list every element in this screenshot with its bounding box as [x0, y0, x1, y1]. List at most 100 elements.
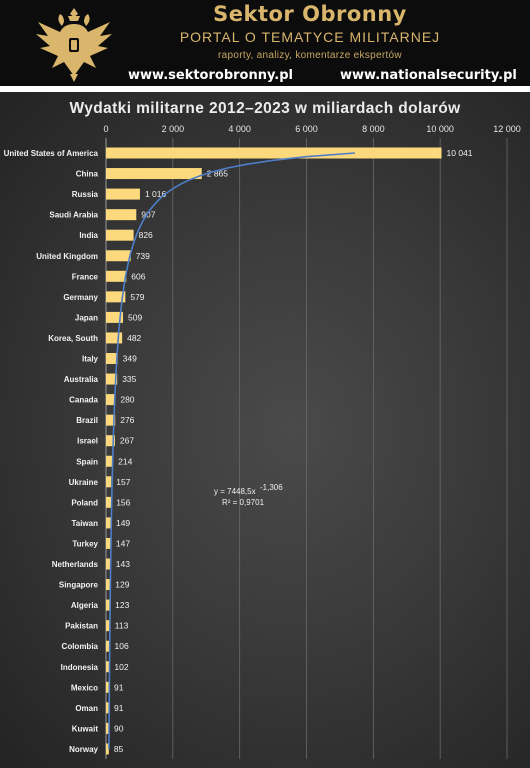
bar [106, 353, 118, 364]
bar [106, 722, 110, 734]
value-label: 91 [114, 703, 124, 713]
bar [106, 599, 111, 611]
value-label: 280 [120, 395, 134, 405]
bar [106, 455, 114, 467]
brand-tagline: raporty, analizy, komentarze ekspertów [218, 50, 402, 61]
value-label: 85 [114, 744, 124, 754]
x-tick-label: 4 000 [228, 124, 251, 134]
category-label: Russia [72, 190, 99, 199]
value-label: 907 [141, 210, 155, 220]
brand-subtitle: PORTAL O TEMATYCE MILITARNEJ [179, 29, 441, 45]
bar [106, 209, 137, 221]
category-label: India [79, 231, 98, 240]
value-label: 147 [116, 538, 130, 548]
value-label: 349 [123, 354, 137, 364]
value-label: 157 [116, 477, 130, 487]
category-label: Germany [63, 293, 98, 302]
x-tick-label: 0 [103, 124, 108, 134]
bar [106, 620, 110, 632]
category-label: Pakistan [65, 622, 98, 631]
bar [106, 270, 127, 282]
category-label: Canada [69, 396, 98, 405]
trendline-r2: R² = 0,9701 [222, 498, 265, 507]
value-label: 267 [120, 436, 134, 446]
x-tick-label: 2 000 [162, 124, 185, 134]
double-headed-eagle-icon [36, 8, 112, 82]
value-label: 149 [116, 518, 130, 528]
category-label: Italy [82, 355, 99, 364]
bar [106, 681, 110, 693]
site-banner: Sektor Obronny PORTAL O TEMATYCE MILITAR… [0, 0, 530, 86]
category-label: Ukraine [69, 478, 99, 487]
x-tick-label: 12 000 [493, 124, 521, 134]
category-label: Indonesia [61, 663, 99, 672]
category-label: Saudi Arabia [49, 211, 98, 220]
value-label: 156 [116, 497, 130, 507]
chart-title: Wydatki militarne 2012–2023 w miliardach… [69, 100, 461, 117]
value-label: 826 [139, 230, 153, 240]
category-label: Kuwait [72, 724, 99, 733]
x-tick-label: 8 000 [362, 124, 385, 134]
category-label: United Kingdom [36, 252, 98, 261]
category-label: Spain [76, 457, 98, 466]
bar [106, 394, 116, 406]
trendline [108, 152, 355, 749]
bar [106, 435, 115, 447]
bar [106, 414, 116, 426]
category-label: Taiwan [71, 519, 98, 528]
value-label: 10 041 [447, 148, 473, 158]
category-label: Norway [69, 745, 98, 754]
brand-title: Sektor Obronny [213, 2, 407, 26]
bar [106, 188, 140, 200]
value-label: 276 [120, 415, 134, 425]
category-label: Netherlands [52, 560, 99, 569]
value-label: 509 [128, 312, 142, 322]
bar [106, 537, 111, 549]
bar [106, 147, 442, 159]
value-label: 1 016 [145, 189, 167, 199]
value-label: 102 [114, 662, 128, 672]
bar [106, 311, 124, 323]
value-label: 739 [136, 251, 150, 261]
value-label: 113 [115, 621, 129, 631]
category-label: Mexico [71, 683, 98, 692]
value-label: 106 [115, 641, 129, 651]
category-label: Japan [75, 313, 98, 322]
category-label: China [76, 170, 99, 179]
bar [106, 702, 110, 714]
bar [106, 168, 202, 180]
category-label: Israel [77, 437, 98, 446]
bar [106, 558, 111, 570]
trendline-exponent: -1,306 [260, 483, 283, 492]
bar [106, 496, 112, 508]
category-label: Poland [71, 498, 98, 507]
bar [106, 291, 126, 303]
value-label: 91 [114, 682, 124, 692]
category-label: Algeria [71, 601, 99, 610]
category-label: France [72, 272, 99, 281]
value-label: 129 [115, 580, 129, 590]
category-label: Korea, South [48, 334, 98, 343]
x-tick-label: 6 000 [295, 124, 318, 134]
category-label: Turkey [72, 539, 98, 548]
category-label: Oman [75, 704, 98, 713]
trendline-equation: y = 7448,5x [214, 487, 256, 496]
chart-panel: Wydatki militarne 2012–2023 w miliardach… [0, 92, 530, 768]
value-label: 90 [114, 723, 124, 733]
bar [106, 640, 110, 652]
category-label: Brazil [76, 416, 98, 425]
category-label: Australia [64, 375, 99, 384]
bar [106, 373, 118, 385]
value-label: 123 [115, 600, 129, 610]
url-link-nationalsecurity[interactable]: www.nationalsecurity.pl [340, 68, 517, 83]
bar [106, 579, 111, 591]
x-tick-label: 10 000 [426, 124, 454, 134]
url-link-sektorobronny[interactable]: www.sektorobronny.pl [128, 68, 293, 83]
category-label: Colombia [62, 642, 99, 651]
bar [106, 661, 110, 673]
bar [106, 476, 112, 488]
category-label: United States of America [4, 149, 99, 158]
bar [106, 229, 134, 241]
value-label: 143 [116, 559, 130, 569]
bar [106, 517, 111, 529]
